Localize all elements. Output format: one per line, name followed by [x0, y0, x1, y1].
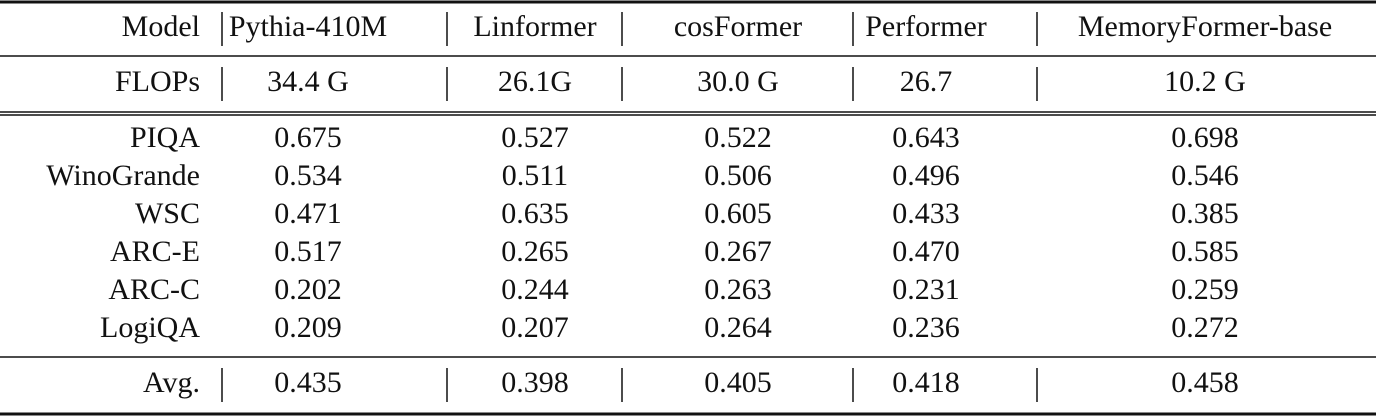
row-label: ARC-E: [110, 235, 200, 268]
row-label: WSC: [135, 197, 200, 230]
cell: 0.534: [274, 159, 342, 192]
cell: 0.471: [274, 197, 342, 230]
cell: 0.585: [1171, 235, 1239, 268]
cell: 0.398: [501, 366, 569, 399]
cell: 10.2 G: [1164, 65, 1246, 98]
row-label: PIQA: [130, 121, 200, 154]
cell: 0.517: [274, 235, 342, 268]
cell: 0.385: [1171, 197, 1239, 230]
cell: 0.231: [892, 273, 960, 306]
cell: 0.259: [1171, 273, 1239, 306]
cell: 0.418: [892, 366, 960, 399]
row-label: WinoGrande: [46, 159, 200, 192]
cell: 0.272: [1171, 311, 1239, 344]
cell: 0.546: [1171, 159, 1239, 192]
cell: 0.236: [892, 311, 960, 344]
cell: 0.265: [501, 235, 569, 268]
cell: 0.264: [704, 311, 772, 344]
cell: Pythia-410M: [229, 10, 387, 43]
row-label: Avg.: [143, 366, 200, 399]
cell: 0.433: [892, 197, 960, 230]
cell: MemoryFormer-base: [1078, 10, 1332, 43]
cell: 26.1G: [498, 65, 572, 98]
cell: 0.244: [501, 273, 569, 306]
cell: 0.209: [274, 311, 342, 344]
cell: 0.207: [501, 311, 569, 344]
cell: 0.506: [704, 159, 772, 192]
cell: 0.470: [892, 235, 960, 268]
cell: 34.4 G: [267, 65, 349, 98]
cell: 26.7: [900, 65, 953, 98]
cell: 0.643: [892, 121, 960, 154]
cell: 0.267: [704, 235, 772, 268]
row-label: FLOPs: [115, 65, 200, 98]
cell: 0.496: [892, 159, 960, 192]
cell: 0.675: [274, 121, 342, 154]
cell: 0.511: [502, 159, 568, 192]
cell: 0.435: [274, 366, 342, 399]
cell: 0.202: [274, 273, 342, 306]
cell: cosFormer: [674, 10, 802, 43]
cell: Linformer: [473, 10, 596, 43]
cell: 0.698: [1171, 121, 1239, 154]
cell: Performer: [865, 10, 987, 43]
cell: 30.0 G: [697, 65, 779, 98]
row-label: LogiQA: [100, 311, 200, 344]
row-label: ARC-C: [108, 273, 200, 306]
row-label: Model: [122, 10, 200, 43]
cell: 0.527: [501, 121, 569, 154]
cell: 0.405: [704, 366, 772, 399]
cell: 0.263: [704, 273, 772, 306]
cell: 0.635: [501, 197, 569, 230]
cell: 0.458: [1171, 366, 1239, 399]
cell: 0.522: [704, 121, 772, 154]
cell: 0.605: [704, 197, 772, 230]
